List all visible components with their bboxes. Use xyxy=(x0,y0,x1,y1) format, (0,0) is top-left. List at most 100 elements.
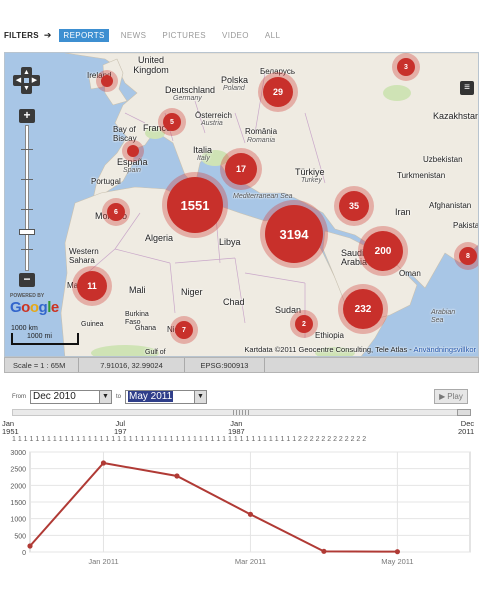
place-label: Oman xyxy=(399,269,421,278)
place-label: United Kingdom xyxy=(133,55,169,75)
chart-y-tick-label: 3000 xyxy=(10,450,26,457)
place-label: Austria xyxy=(201,120,223,127)
timeline-label: Jan 1951 xyxy=(2,419,19,436)
place-label: Turkmenistan xyxy=(397,171,446,180)
place-label: Ghana xyxy=(135,325,157,332)
zoom-in-button[interactable]: + xyxy=(19,109,35,123)
pan-right-icon[interactable]: ▶ xyxy=(29,75,40,86)
map-point-marker[interactable] xyxy=(127,145,139,157)
layers-icon[interactable]: ≡ xyxy=(460,81,474,95)
reports-chart: 0 500 1000 1500 2000 2500 3000 Jan 2011 Mar 2011… xyxy=(0,446,483,576)
chart-data-point xyxy=(100,460,107,466)
map-cluster-marker[interactable]: 11 xyxy=(77,271,107,301)
map-cluster-marker[interactable]: 35 xyxy=(339,191,369,221)
terms-link[interactable]: Användningsvillkor xyxy=(413,345,476,354)
place-label: Germany xyxy=(173,95,202,102)
place-label: Ethiopia xyxy=(315,331,344,340)
map-cluster-marker[interactable]: 232 xyxy=(343,289,383,329)
zoom-out-button[interactable]: − xyxy=(19,273,35,287)
place-label: Ireland xyxy=(87,71,112,80)
projection-readout: EPSG:900913 xyxy=(185,358,265,372)
map-cluster-marker[interactable]: 3 xyxy=(397,58,415,76)
place-label: Mali xyxy=(129,285,146,295)
tab-video[interactable]: VIDEO xyxy=(221,30,249,40)
timeline-axis: Jan 1951 Jul 197 Jan 1987 Dec 2011 1 1 1 1 1… xyxy=(0,420,483,446)
place-label: Deutschland xyxy=(165,85,216,95)
map-copyright: Kartdata ©2011 Geocentre Consulting, Tel… xyxy=(244,345,476,354)
timeline-label: Jan 1987 xyxy=(228,419,245,436)
map-cluster-marker[interactable]: 5 xyxy=(163,113,181,131)
tab-all[interactable]: ALL xyxy=(264,30,281,40)
filters-label: FILTERS xyxy=(4,30,39,40)
map-cluster-marker[interactable]: 29 xyxy=(263,77,293,107)
scale-bar: 1000 km 1000 mi xyxy=(11,325,79,345)
chart-x-tick-label: May 2011 xyxy=(381,557,413,566)
chart-y-tick-label: 2000 xyxy=(10,483,26,490)
place-label: Arabian Sea xyxy=(431,309,456,324)
map-view[interactable]: Ireland United Kingdom Deutschland Germa… xyxy=(4,52,479,357)
place-label: Pakistan xyxy=(453,221,479,230)
pan-left-icon[interactable]: ◀ xyxy=(13,75,24,86)
chart-data-point xyxy=(174,473,180,479)
pan-up-icon[interactable]: ▲ xyxy=(21,67,32,78)
chart-data-point xyxy=(27,543,33,549)
pan-down-icon[interactable]: ▼ xyxy=(21,83,32,94)
map-cluster-marker[interactable]: 3194 xyxy=(265,205,323,263)
place-label: Spain xyxy=(123,167,141,174)
chart-x-tick-label: Mar 2011 xyxy=(235,557,266,566)
reports-line-chart: 0 500 1000 1500 2000 2500 3000 Jan 2011 Mar 2011… xyxy=(10,450,471,566)
map-cluster-marker[interactable]: 6 xyxy=(107,203,125,221)
place-label: Turkey xyxy=(301,177,322,184)
map-cluster-marker[interactable]: 7 xyxy=(175,321,193,339)
map-cluster-marker[interactable]: 2 xyxy=(295,315,313,333)
place-label: Burkina Faso xyxy=(125,311,149,326)
map-point-marker[interactable] xyxy=(101,75,113,87)
chevron-down-icon: ▼ xyxy=(99,391,111,403)
tab-news[interactable]: NEWS xyxy=(120,30,147,40)
google-logo: POWERED BY Google xyxy=(10,293,59,316)
map-cluster-marker[interactable]: 8 xyxy=(459,247,477,265)
place-label: Afghanistan xyxy=(429,201,472,210)
chevron-down-icon: ▼ xyxy=(194,391,207,403)
timeline-label: Dec 2011 xyxy=(458,419,475,436)
place-label: Kazakhstan xyxy=(433,111,479,121)
from-date-select[interactable]: Dec 2010 ▼ xyxy=(30,390,112,404)
date-range-row: From Dec 2010 ▼ to May 2011 ▼ xyxy=(12,389,208,405)
place-label: Mediterranean Sea xyxy=(233,193,293,200)
chart-x-tick-label: Jan 2011 xyxy=(88,557,118,566)
pan-control: ▲ ◀ ▶ ▼ xyxy=(13,67,41,95)
place-label: Italy xyxy=(197,155,210,162)
map-cluster-marker[interactable]: 200 xyxy=(363,231,403,271)
place-label: Беларусь xyxy=(260,67,295,76)
place-label: Uzbekistan xyxy=(423,155,463,164)
place-label: Türkiye xyxy=(295,167,325,177)
scale-mi: 1000 mi xyxy=(27,333,52,340)
place-label: Chad xyxy=(223,297,245,307)
map-cluster-marker[interactable]: 1551 xyxy=(167,177,223,233)
scale-km: 1000 km xyxy=(11,325,38,332)
from-label: From xyxy=(12,394,26,400)
arrow-right-icon: ➔ xyxy=(43,29,52,40)
map-land-shapes xyxy=(60,53,478,356)
timeline-slider-end-handle[interactable] xyxy=(457,409,471,416)
place-label: Österreich xyxy=(195,111,232,120)
tab-reports[interactable]: REPORTS xyxy=(59,28,109,42)
place-label: Italia xyxy=(193,145,213,155)
timeline-slider[interactable] xyxy=(12,409,471,416)
map-cluster-marker[interactable]: 17 xyxy=(225,153,257,185)
zoom-slider-track[interactable] xyxy=(25,125,29,271)
place-label: Bay of Biscay xyxy=(113,125,137,143)
play-icon: ▶ xyxy=(439,392,446,401)
coordinate-readout: 7.91016, 32.99024 xyxy=(79,358,185,372)
chart-data-point xyxy=(321,548,327,554)
map-status-bar: Scale = 1 : 65M 7.91016, 32.99024 EPSG:9… xyxy=(4,357,479,373)
chart-y-tick-label: 500 xyxy=(14,533,26,540)
chart-y-tick-label: 1500 xyxy=(10,500,26,507)
place-label: Libya xyxy=(219,237,241,247)
tab-pictures[interactable]: PICTURES xyxy=(162,30,206,40)
zoom-slider-handle[interactable] xyxy=(19,229,35,235)
play-button[interactable]: ▶ Play xyxy=(434,389,468,404)
to-date-select[interactable]: May 2011 ▼ xyxy=(125,390,208,404)
timeline-slider-thumb[interactable] xyxy=(233,410,249,415)
place-label: Algeria xyxy=(145,233,174,243)
